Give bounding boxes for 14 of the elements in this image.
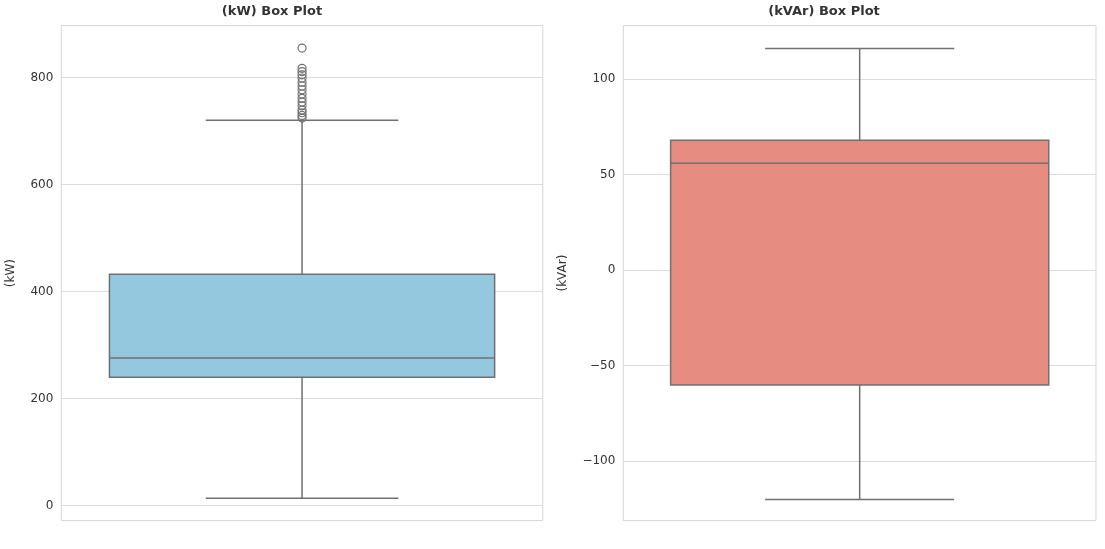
y-tick-label: 0 [45, 497, 54, 512]
chart-title: (kVAr) Box Plot [768, 3, 880, 19]
y-tick-label: 50 [600, 166, 616, 181]
y-tick-label: 400 [30, 283, 54, 298]
y-tick-label: 600 [30, 177, 54, 192]
y-tick-label: 800 [30, 70, 54, 85]
y-tick-label: −50 [590, 357, 616, 372]
y-tick-label: 100 [592, 71, 616, 86]
y-axis-title: (kVAr) [555, 254, 570, 292]
y-tick-label: 0 [607, 262, 616, 277]
y-axis-title: (kW) [3, 259, 18, 288]
y-tick-label: −100 [582, 453, 616, 468]
y-tick-label: 200 [30, 390, 54, 405]
chart-title: (kW) Box Plot [221, 3, 323, 19]
